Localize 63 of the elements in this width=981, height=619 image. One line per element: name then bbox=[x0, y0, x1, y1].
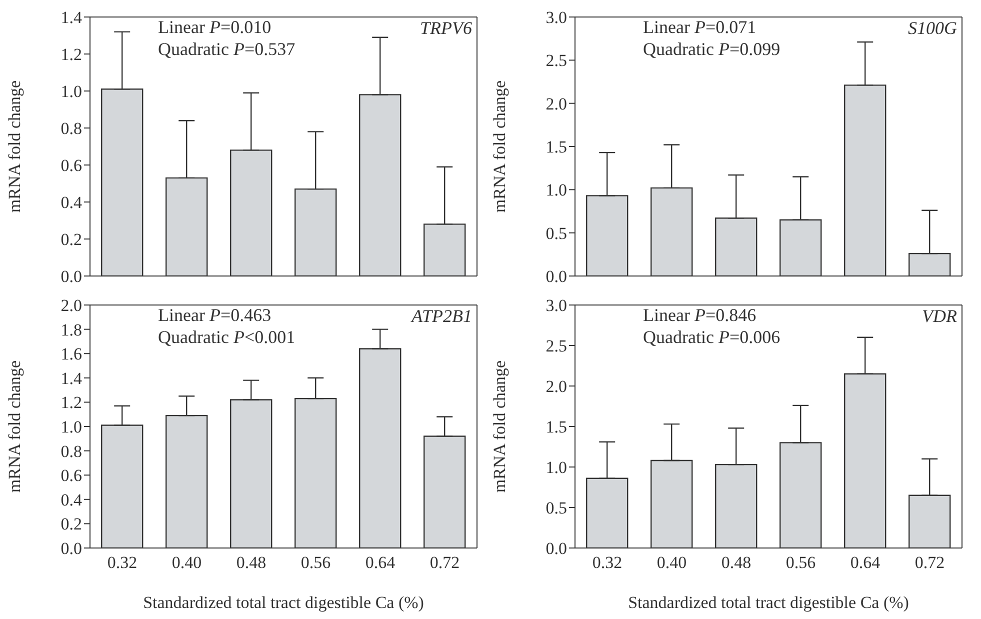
y-tick-label: 0.4 bbox=[60, 193, 82, 212]
annotation: Linear P=0.071 bbox=[643, 17, 756, 37]
annotation: Quadratic P<0.001 bbox=[158, 327, 296, 347]
y-tick-label: 1.2 bbox=[60, 393, 82, 412]
y-axis-title: mRNA fold change bbox=[490, 360, 510, 493]
y-tick-label: 0.0 bbox=[546, 539, 567, 558]
annotation: Quadratic P=0.099 bbox=[643, 39, 780, 59]
annotation: VDR bbox=[922, 306, 957, 326]
x-tick-label: 0.40 bbox=[172, 553, 202, 572]
y-tick-label: 0.5 bbox=[546, 224, 567, 243]
y-tick-label: 0.6 bbox=[60, 466, 82, 486]
y-tick-label: 1.0 bbox=[60, 82, 82, 102]
y-tick-label: 0.2 bbox=[60, 230, 82, 250]
y-tick-label: 2.5 bbox=[546, 51, 567, 70]
x-tick-label: 0.64 bbox=[365, 553, 396, 572]
y-tick-label: 1.2 bbox=[60, 45, 82, 64]
x-tick-label: 0.72 bbox=[430, 553, 460, 572]
y-tick-label: 1.4 bbox=[60, 368, 82, 388]
y-tick-label: 1.5 bbox=[546, 418, 567, 437]
x-axis-title: Standardized total tract digestible Ca (%) bbox=[628, 593, 909, 612]
y-tick-label: 0.8 bbox=[60, 442, 82, 461]
x-tick-label: 0.64 bbox=[850, 553, 881, 572]
y-tick-label: 1.0 bbox=[546, 458, 567, 478]
y-tick-label: 1.0 bbox=[60, 418, 82, 437]
annotation: TRPV6 bbox=[420, 18, 472, 38]
x-tick-label: 0.72 bbox=[914, 553, 945, 572]
y-tick-label: 1.6 bbox=[60, 344, 82, 364]
x-tick-label: 0.48 bbox=[721, 553, 752, 572]
y-axis-title: mRNA fold change bbox=[5, 80, 24, 213]
x-tick-label: 0.32 bbox=[107, 553, 138, 572]
y-tick-label: 3.0 bbox=[546, 8, 567, 28]
y-tick-label: 3.0 bbox=[546, 296, 567, 316]
y-tick-label: 0.0 bbox=[546, 267, 567, 286]
y-tick-label: 0.0 bbox=[60, 267, 82, 286]
x-axis-title: Standardized total tract digestible Ca (%) bbox=[143, 593, 424, 612]
annotation: Linear P=0.463 bbox=[158, 305, 272, 325]
y-tick-label: 1.5 bbox=[546, 138, 567, 157]
y-tick-label: 0.6 bbox=[60, 156, 82, 176]
x-tick-label: 0.48 bbox=[236, 553, 266, 572]
annotation: Quadratic P=0.006 bbox=[643, 327, 780, 347]
y-tick-label: 0.2 bbox=[60, 514, 82, 534]
x-tick-label: 0.56 bbox=[786, 553, 816, 572]
y-axis-title: mRNA fold change bbox=[490, 80, 510, 213]
annotation: S100G bbox=[908, 18, 957, 38]
y-tick-label: 2.5 bbox=[546, 336, 567, 356]
annotation: Linear P=0.846 bbox=[643, 305, 756, 325]
annotation: Linear P=0.010 bbox=[158, 17, 272, 37]
x-tick-label: 0.40 bbox=[656, 553, 687, 572]
y-tick-label: 1.8 bbox=[60, 320, 82, 340]
y-tick-label: 2.0 bbox=[546, 94, 567, 114]
annotation: ATP2B1 bbox=[412, 306, 472, 326]
y-tick-label: 0.8 bbox=[60, 119, 82, 138]
annotation: Quadratic P=0.537 bbox=[158, 39, 296, 59]
y-tick-label: 0.4 bbox=[60, 490, 82, 510]
y-tick-label: 0.5 bbox=[546, 498, 567, 518]
x-tick-label: 0.32 bbox=[592, 553, 622, 572]
y-tick-label: 1.4 bbox=[60, 8, 82, 28]
y-tick-label: 0.0 bbox=[60, 539, 82, 558]
y-tick-label: 1.0 bbox=[546, 180, 567, 200]
y-axis-title: mRNA fold change bbox=[5, 360, 24, 493]
x-tick-label: 0.56 bbox=[300, 553, 331, 572]
y-tick-label: 2.0 bbox=[546, 377, 567, 396]
y-tick-label: 2.0 bbox=[60, 296, 82, 316]
